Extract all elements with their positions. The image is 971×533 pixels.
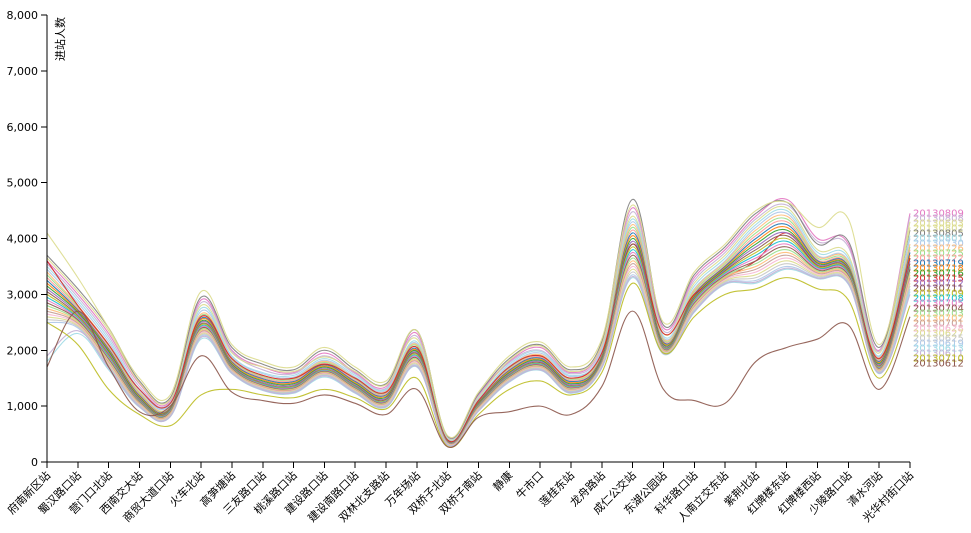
series-line bbox=[46, 208, 911, 441]
series-end-label: 20130708 bbox=[913, 293, 964, 304]
series-end-label: 20130625 bbox=[913, 333, 964, 344]
series-end-label: 20130715 bbox=[913, 273, 964, 284]
series-end-label: 20130619 bbox=[913, 338, 964, 349]
series-end-label: 20130701 bbox=[913, 318, 964, 329]
y-axis: 0 1,000 2,000 3,000 4,000 5,000 6,000 7,000 8,00… bbox=[7, 9, 48, 469]
x-axis: 府南新区站蜀汉路口站营门口北站西南交大站商贸大道口站火车北站高笋塘站三友路口站桃… bbox=[4, 461, 916, 525]
series-end-label: 20130710 bbox=[913, 353, 964, 364]
series-line bbox=[46, 231, 911, 444]
series-end-label: 20130711 bbox=[913, 283, 964, 294]
series-end-label: 20130809 bbox=[913, 208, 964, 219]
series-line bbox=[46, 237, 911, 444]
series-end-label: 20130612 bbox=[913, 358, 964, 369]
series-end-label: 20130712 bbox=[913, 278, 964, 289]
series-end-label: 20130627 bbox=[913, 328, 964, 339]
series-line bbox=[46, 277, 911, 448]
series-line bbox=[46, 251, 911, 446]
series-end-label: 20130802 bbox=[913, 223, 964, 234]
series-end-label: 20130628 bbox=[913, 323, 964, 334]
series-line bbox=[46, 267, 911, 447]
y-tick-label: 3,000 bbox=[7, 288, 39, 301]
series-line bbox=[46, 254, 911, 446]
series-end-label: 20130722 bbox=[913, 253, 964, 264]
series-line bbox=[46, 265, 911, 447]
series-end-label: 20130718 bbox=[913, 263, 964, 274]
y-tick-label: 4,000 bbox=[7, 233, 39, 246]
series-line bbox=[46, 200, 911, 439]
series-line bbox=[46, 198, 911, 439]
series-end-label: 20130613 bbox=[913, 343, 964, 354]
series-line bbox=[46, 268, 911, 447]
x-tick-label: 静康 bbox=[490, 468, 515, 493]
series-line bbox=[46, 206, 911, 441]
series-line bbox=[46, 232, 911, 443]
y-tick-label: 8,000 bbox=[7, 9, 39, 22]
series-line bbox=[46, 263, 911, 447]
series-line bbox=[46, 234, 911, 444]
series-end-label: 20130702 bbox=[913, 313, 964, 324]
series-end-label: 20130801 bbox=[913, 233, 964, 244]
series-end-label: 20130716 bbox=[913, 268, 964, 279]
y-tick-label: 1,000 bbox=[7, 400, 39, 413]
series-end-label: 20130705 bbox=[913, 298, 964, 309]
series-lines bbox=[46, 198, 911, 448]
y-tick-label: 7,000 bbox=[7, 65, 39, 78]
y-tick-label: 6,000 bbox=[7, 121, 39, 134]
series-end-label: 20130725 bbox=[913, 248, 964, 259]
series-end-label: 20130611 bbox=[913, 348, 964, 359]
series-line bbox=[46, 198, 911, 440]
y-tick-label: 0 bbox=[31, 456, 38, 469]
series-end-label: 20130726 bbox=[913, 243, 964, 254]
series-line bbox=[46, 240, 911, 445]
series-line bbox=[46, 310, 911, 448]
series-end-label: 20130719 bbox=[913, 258, 964, 269]
series-end-label: 20130730 bbox=[913, 238, 964, 249]
series-end-label: 20130805 bbox=[913, 228, 964, 239]
y-axis-label: 进站人数 bbox=[53, 17, 67, 61]
series-end-label: 20130703 bbox=[913, 308, 964, 319]
series-end-label: 20130603 bbox=[913, 218, 964, 229]
series-end-label: 20130808 bbox=[913, 213, 964, 224]
series-end-label: 20130709 bbox=[913, 288, 964, 299]
series-end-labels: 2013080920130808201306032013080220130805… bbox=[913, 208, 964, 369]
series-end-label: 20130704 bbox=[913, 303, 964, 314]
y-tick-label: 2,000 bbox=[7, 344, 39, 357]
y-tick-label: 5,000 bbox=[7, 177, 39, 190]
